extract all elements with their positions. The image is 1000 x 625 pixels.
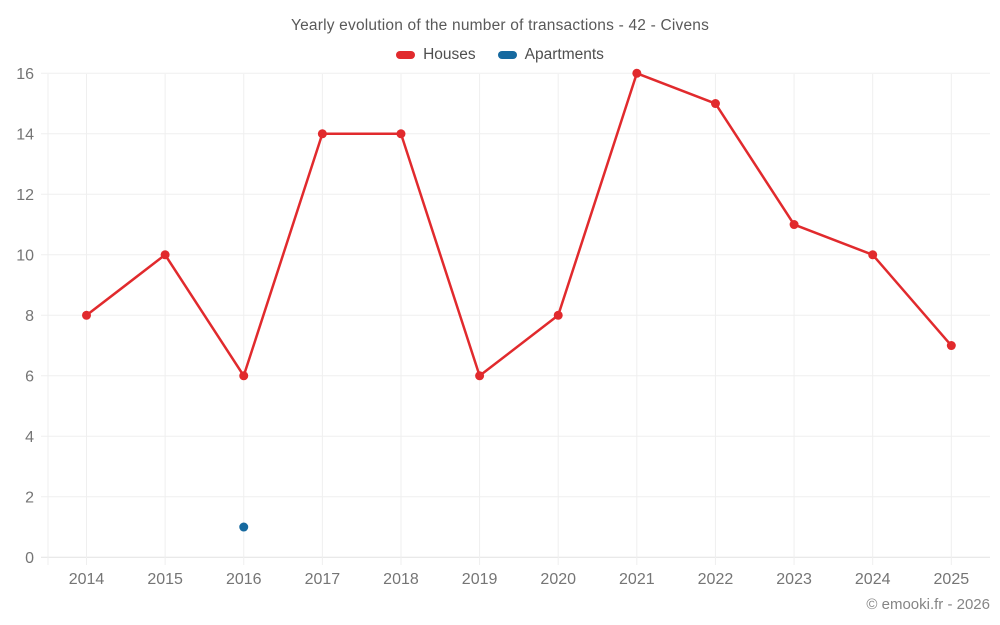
houses-point[interactable] <box>396 129 406 139</box>
houses-point[interactable] <box>475 371 485 381</box>
houses-point[interactable] <box>632 68 642 78</box>
houses-point[interactable] <box>789 220 799 230</box>
houses-line <box>85 72 953 378</box>
y-tick-label: 6 <box>25 368 34 385</box>
x-tick-label: 2015 <box>147 571 183 588</box>
legend-label-apartments: Apartments <box>524 46 604 63</box>
houses-point[interactable] <box>553 310 563 320</box>
y-tick-label: 14 <box>16 126 34 143</box>
y-tick-label: 10 <box>16 247 34 264</box>
y-tick-label: 16 <box>16 66 34 83</box>
x-tick-label: 2016 <box>226 571 262 588</box>
y-tick-label: 8 <box>25 308 34 325</box>
x-tick-label: 2021 <box>619 571 655 588</box>
copyright-credit: © emooki.fr - 2026 <box>866 596 990 613</box>
x-tick-label: 2018 <box>383 571 419 588</box>
x-tick-label: 2019 <box>462 571 498 588</box>
legend: Houses Apartments <box>0 46 1000 64</box>
x-tick-label: 2025 <box>934 571 970 588</box>
legend-item-houses[interactable]: Houses <box>396 46 476 64</box>
chart-title: Yearly evolution of the number of transa… <box>290 17 710 34</box>
x-tick-label: 2017 <box>305 571 341 588</box>
houses-swatch-icon <box>396 51 416 59</box>
houses-point[interactable] <box>239 371 249 381</box>
y-tick-label: 0 <box>25 550 34 567</box>
y-tick-label: 2 <box>25 489 34 506</box>
houses-point[interactable] <box>317 129 327 139</box>
houses-point[interactable] <box>710 99 720 109</box>
x-tick-label: 2014 <box>69 571 105 588</box>
houses-point[interactable] <box>946 341 956 351</box>
houses-point[interactable] <box>82 310 91 320</box>
legend-item-apartments[interactable]: Apartments <box>497 46 604 64</box>
x-tick-label: 2020 <box>540 571 576 588</box>
houses-point[interactable] <box>868 250 878 260</box>
x-tick-label: 2023 <box>776 571 812 588</box>
y-tick-label: 4 <box>25 429 34 446</box>
legend-label-houses: Houses <box>423 46 476 63</box>
x-tick-label: 2024 <box>855 571 891 588</box>
apartments-point[interactable] <box>239 522 249 532</box>
x-tick-label: 2022 <box>698 571 734 588</box>
y-tick-label: 12 <box>16 187 34 204</box>
apartments-swatch-icon <box>497 51 517 59</box>
houses-point[interactable] <box>160 250 170 260</box>
